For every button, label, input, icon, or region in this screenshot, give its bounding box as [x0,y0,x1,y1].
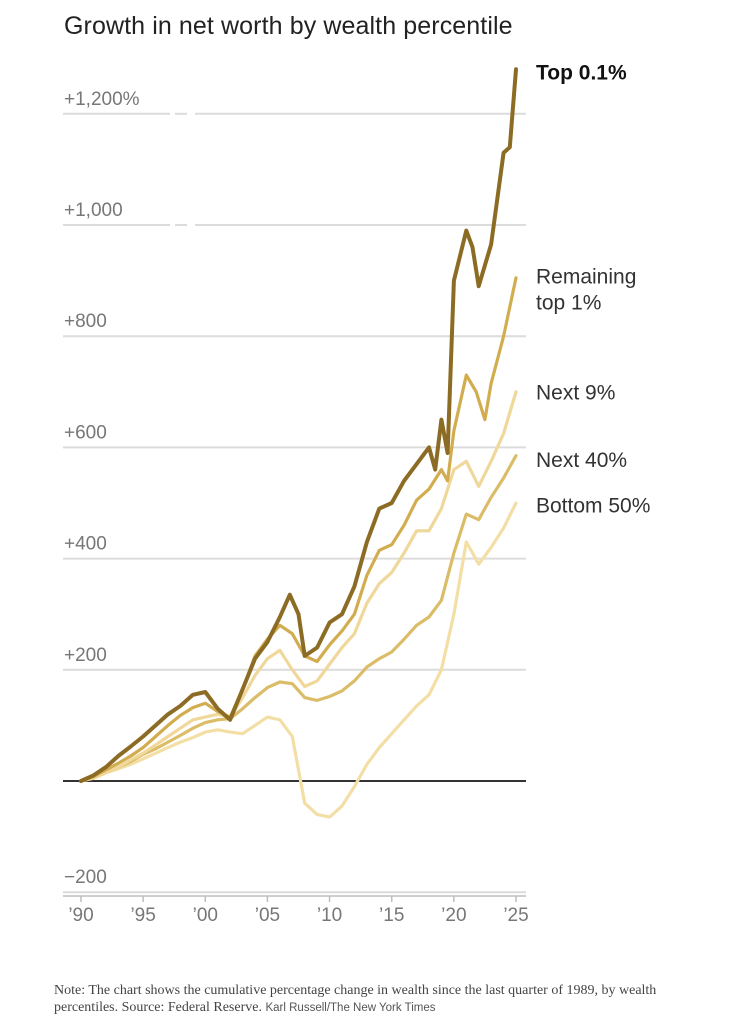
series-line-bottom-50 [79,501,518,819]
x-tick-label: ’90 [68,905,93,926]
y-tick-label: +600 [64,422,107,443]
x-tick-label: ’05 [255,905,280,926]
note-text: Note: The chart shows the cumulative per… [54,983,657,1015]
series-line-remaining-top-1 [79,276,518,783]
x-tick-label: ’15 [379,905,404,926]
series-label-top-0-1: Top 0.1% [536,61,627,84]
x-tick-label: ’25 [503,905,528,926]
credit-text: Karl Russell/The New York Times [265,1002,436,1014]
chart-footnote: Note: The chart shows the cumulative per… [54,982,704,1017]
x-axis: ’90 ’95 ’00 ’05 ’10 ’15 ’20 ’25 [63,895,529,926]
series-labels: Top 0.1% Remaining top 1% Next 9% Next 40% Bo… [536,61,650,517]
series-line-next-9 [79,390,518,783]
y-tick-label: +1,000 [64,200,123,221]
series-line-top-0-1 [79,67,518,783]
y-tick-label: −200 [64,867,107,888]
x-tick-label: ’00 [193,905,218,926]
series-label-remaining-top-1: Remaining top 1% [536,265,636,314]
line-chart: +1,200% +1,000 +800 +600 +400 +200 −200 ’90 ’95… [63,61,650,926]
series-lines [79,67,518,819]
series-line-next-40 [79,454,518,783]
series-label-bottom-50: Bottom 50% [536,494,650,517]
series-label-next-9: Next 9% [536,382,615,405]
y-tick-label: +400 [64,534,107,555]
y-axis-labels: +1,200% +1,000 +800 +600 +400 +200 −200 [64,89,140,888]
y-tick-label: +200 [64,645,107,666]
x-tick-label: ’20 [441,905,466,926]
x-tick-label: ’95 [130,905,155,926]
x-tick-label: ’10 [317,905,342,926]
y-tick-label: +800 [64,311,107,332]
y-tick-label: +1,200% [64,89,140,110]
series-label-next-40: Next 40% [536,449,627,472]
chart-title: Growth in net worth by wealth percentile [64,12,513,40]
gridlines [63,112,526,894]
